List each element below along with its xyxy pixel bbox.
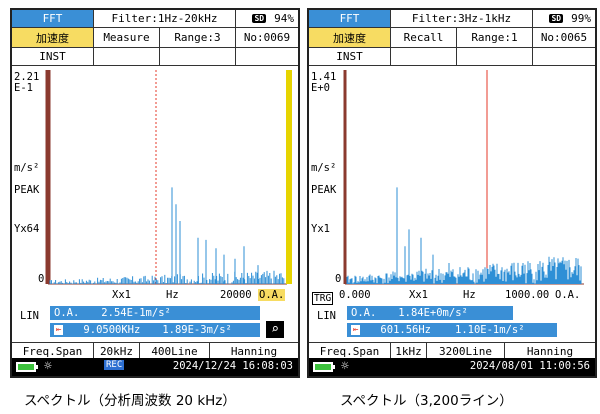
battery-percent: 94% [274,12,294,25]
y-unit: m/s² [311,162,337,174]
range-label: Range:3 [160,28,236,48]
quantity-label: 加速度 [309,28,391,48]
spectrum-graph [45,70,292,285]
cursor-value-bar: ⇤ 601.56Hz 1.10E-1m/s² [347,323,557,337]
overall-value-bar: O.A. 1.84E+0m/s² [347,306,513,320]
spectrum-lines [49,187,285,284]
x-min-value: 0.000 [339,289,371,301]
oa-label: O.A. [54,307,80,319]
inst-label: INST [309,48,391,66]
quantity-label: 加速度 [12,28,94,48]
x-unit: Hz [463,289,476,301]
x-max-value: 20000 [220,289,252,301]
battery-icon [16,362,38,372]
storage-status: SD 99% [533,10,595,28]
mode-label: FFT [12,10,94,28]
filter-label: Filter:1Hz-20kHz [94,10,236,28]
header-row-2: 加速度 Measure Range:3 No:0069 [12,28,298,48]
y-max-value: 1.41 E+0 [311,71,337,94]
action-label: Recall [391,28,457,48]
y-zero-label: 0 [335,273,342,285]
sd-card-icon: SD [252,14,267,23]
spectrum-plot: 1.41 E+0 m/s² PEAK Yx1 0 0.000 Xx1 Hz 100… [309,68,595,306]
storage-status: SD 94% [236,10,298,28]
spectrum-screen-20khz: FFT Filter:1Hz-20kHz SD 94% 加速度 Measure … [10,8,300,378]
record-number: No:0069 [236,28,298,48]
oa-label: O.A. [351,307,377,319]
oa-value: 2.54E-1m/s² [101,307,171,319]
sun-icon: ☼ [44,359,52,374]
filter-label: Filter:3Hz-1kHz [391,10,533,28]
caption-left: スペクトル（分析周波数 20 kHz） [24,393,236,409]
oa-level-bar [286,70,292,284]
y-unit: m/s² [14,162,40,174]
y-scale-label: Yx1 [311,223,330,235]
oa-value: 1.84E+0m/s² [398,307,468,319]
battery-percent: 99% [571,12,591,25]
spectrum-screen-3200line: FFT Filter:3Hz-1kHz SD 99% 加速度 Recall Ra… [307,8,597,378]
spectrum-trace [49,187,285,284]
settings-row: Freq.Span 1kHz 3200Line Hanning [309,342,595,360]
trigger-label: TRG [312,292,334,305]
status-bar: ☼ REC 2024/12/24 16:08:03 [12,358,298,376]
status-bar: ☼ 2024/08/01 11:00:56 [309,358,595,376]
settings-row: Freq.Span 20kHz 400Line Hanning [12,342,298,360]
x-oa-label: O.A. [555,289,581,301]
datetime: 2024/12/24 16:08:03 [172,360,293,372]
datetime: 2024/08/01 11:00:56 [469,360,590,372]
rec-badge: REC [104,360,125,370]
range-label: Range:1 [457,28,533,48]
spectrum-trace [346,187,582,284]
sun-icon: ☼ [341,359,349,374]
x-max-value: 1000.00 [505,289,550,301]
header-row-3: INST [12,48,298,66]
x-oa-label: O.A. [258,289,286,301]
cursor-value-bar: ⇤ 9.0500KHz 1.89E-3m/s² [50,323,260,337]
x-scale-label: Xx1 [112,289,131,301]
lin-label: LIN [317,310,336,322]
spectrum-plot: 2.21 E-1 m/s² PEAK Yx64 0 Xx1 Hz 20000 O.… [12,68,298,306]
cursor-marker-icon: ⇤ [54,325,64,335]
overall-value-bar: O.A. 2.54E-1m/s² [50,306,260,320]
inst-label: INST [12,48,94,66]
x-scale-label: Xx1 [409,289,428,301]
mode-label: FFT [309,10,391,28]
y-max-value: 2.21 E-1 [14,71,40,94]
cursor-amplitude: 1.10E-1m/s² [455,324,525,336]
magnifier-icon[interactable]: ⌕ [266,321,284,338]
y-zero-label: 0 [38,273,45,285]
caption-right: スペクトル（3,200ライン） [340,393,513,409]
battery-icon [313,362,335,372]
header-row-3: INST [309,48,595,66]
record-number: No:0065 [533,28,595,48]
action-label: Measure [94,28,160,48]
cursor-amplitude: 1.89E-3m/s² [162,324,232,336]
sd-card-icon: SD [549,14,564,23]
spectrum-lines [346,187,582,284]
header-row-2: 加速度 Recall Range:1 No:0065 [309,28,595,48]
y-peak-label: PEAK [14,184,40,196]
header-row-1: FFT Filter:3Hz-1kHz SD 99% [309,10,595,28]
spectrum-graph [343,70,584,285]
cursor-frequency: 601.56Hz [380,324,431,336]
header-row-1: FFT Filter:1Hz-20kHz SD 94% [12,10,298,28]
y-scale-label: Yx64 [14,223,40,235]
lin-label: LIN [20,310,39,322]
cursor-frequency: 9.0500KHz [83,324,141,336]
y-peak-label: PEAK [311,184,337,196]
cursor-marker-icon: ⇤ [351,325,361,335]
x-unit: Hz [166,289,179,301]
